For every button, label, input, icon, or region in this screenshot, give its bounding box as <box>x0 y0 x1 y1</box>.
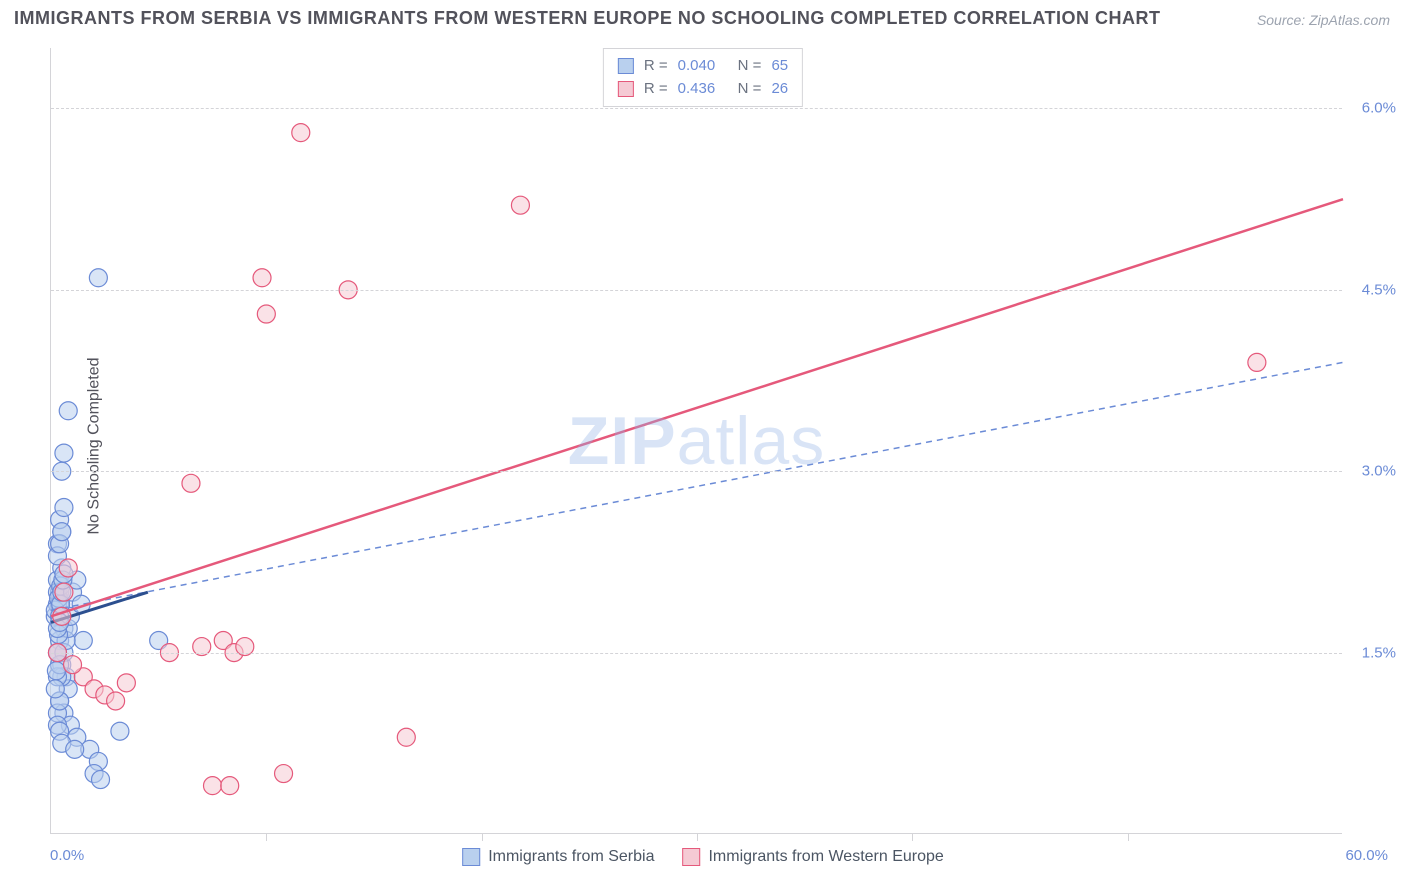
data-point <box>47 662 65 680</box>
x-tick <box>266 833 267 841</box>
y-tick-label: 6.0% <box>1362 100 1396 117</box>
data-point <box>46 680 64 698</box>
data-point <box>74 632 92 650</box>
stats-legend-row: R = 0.436 N = 26 <box>618 78 788 101</box>
data-point <box>55 444 73 462</box>
gridline <box>51 108 1342 109</box>
data-point <box>111 722 129 740</box>
y-tick-label: 1.5% <box>1362 644 1396 661</box>
stats-legend: R = 0.040 N = 65R = 0.436 N = 26 <box>603 48 803 107</box>
data-point <box>64 656 82 674</box>
x-axis-min-label: 0.0% <box>50 847 84 864</box>
legend-swatch <box>462 848 480 866</box>
legend-label: Immigrants from Serbia <box>488 848 654 866</box>
legend-item: Immigrants from Serbia <box>462 848 654 866</box>
data-point <box>66 740 84 758</box>
data-point <box>53 523 71 541</box>
gridline <box>51 471 1342 472</box>
legend-swatch <box>618 81 634 97</box>
data-point <box>511 196 529 214</box>
n-value: 65 <box>771 55 788 78</box>
stat-label: N = <box>725 55 761 78</box>
y-tick-label: 3.0% <box>1362 463 1396 480</box>
scatter-svg <box>51 48 1342 833</box>
data-point <box>107 692 125 710</box>
chart-title: IMMIGRANTS FROM SERBIA VS IMMIGRANTS FRO… <box>14 8 1161 29</box>
data-point <box>275 765 293 783</box>
data-point <box>55 583 73 601</box>
x-tick <box>912 833 913 841</box>
data-point <box>397 728 415 746</box>
gridline <box>51 653 1342 654</box>
plot-area: ZIPatlas 1.5%3.0%4.5%6.0% <box>50 48 1342 834</box>
r-value: 0.436 <box>678 78 716 101</box>
y-tick-label: 4.5% <box>1362 281 1396 298</box>
stat-label: R = <box>644 55 668 78</box>
data-point <box>92 771 110 789</box>
data-point <box>257 305 275 323</box>
x-tick <box>482 833 483 841</box>
data-point <box>292 124 310 142</box>
trend-line <box>51 362 1343 610</box>
x-axis-max-label: 60.0% <box>1345 847 1388 864</box>
stats-legend-row: R = 0.040 N = 65 <box>618 55 788 78</box>
x-tick <box>1128 833 1129 841</box>
x-tick <box>697 833 698 841</box>
legend-label: Immigrants from Western Europe <box>708 848 943 866</box>
data-point <box>204 777 222 795</box>
data-point <box>182 474 200 492</box>
stat-label: N = <box>725 78 761 101</box>
n-value: 26 <box>771 78 788 101</box>
source-attribution: Source: ZipAtlas.com <box>1257 12 1390 28</box>
data-point <box>117 674 135 692</box>
data-point <box>1248 353 1266 371</box>
data-point <box>221 777 239 795</box>
data-point <box>55 499 73 517</box>
r-value: 0.040 <box>678 55 716 78</box>
trend-line <box>51 199 1343 616</box>
legend-swatch <box>682 848 700 866</box>
gridline <box>51 290 1342 291</box>
data-point <box>59 559 77 577</box>
data-point <box>89 269 107 287</box>
series-legend: Immigrants from Serbia Immigrants from We… <box>462 848 944 866</box>
stat-label: R = <box>644 78 668 101</box>
data-point <box>253 269 271 287</box>
legend-item: Immigrants from Western Europe <box>682 848 943 866</box>
data-point <box>59 402 77 420</box>
legend-swatch <box>618 58 634 74</box>
